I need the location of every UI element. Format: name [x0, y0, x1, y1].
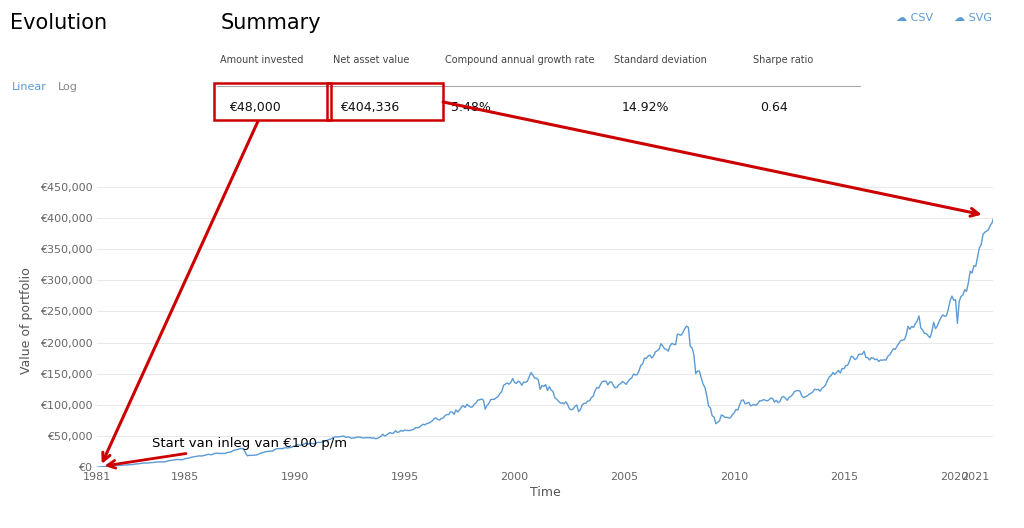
Text: Start van inleg van €100 p/m: Start van inleg van €100 p/m [108, 437, 347, 468]
Text: Linear: Linear [12, 82, 47, 92]
Text: 5.48%: 5.48% [451, 101, 490, 115]
Text: ☁ CSV: ☁ CSV [896, 13, 933, 23]
Text: Evolution: Evolution [10, 13, 108, 33]
Text: €404,336: €404,336 [340, 101, 399, 115]
Text: 14.92%: 14.92% [622, 101, 669, 115]
X-axis label: Time: Time [529, 486, 561, 499]
Text: €48,000: €48,000 [229, 101, 282, 115]
Text: Summary: Summary [220, 13, 321, 33]
Text: Standard deviation: Standard deviation [614, 55, 708, 65]
Text: Amount invested: Amount invested [220, 55, 303, 65]
Y-axis label: Value of portfolio: Value of portfolio [19, 267, 33, 374]
Text: ☁ SVG: ☁ SVG [954, 13, 992, 23]
Text: Sharpe ratio: Sharpe ratio [753, 55, 813, 65]
Text: 0.64: 0.64 [760, 101, 787, 115]
Text: Compound annual growth rate: Compound annual growth rate [445, 55, 595, 65]
Text: Log: Log [58, 82, 78, 92]
Text: Net asset value: Net asset value [333, 55, 410, 65]
